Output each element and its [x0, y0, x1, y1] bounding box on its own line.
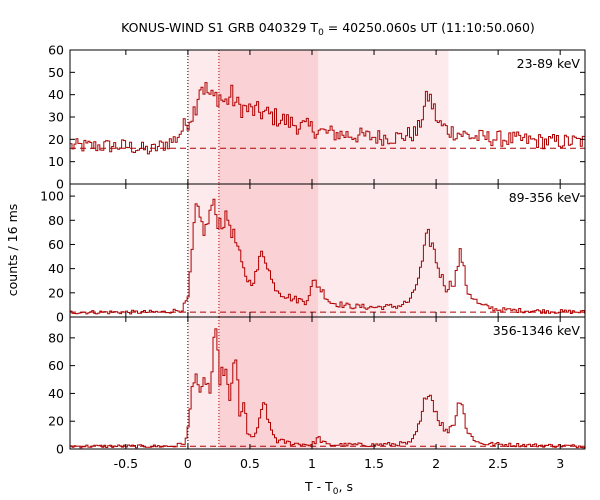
y-tick-label: 80	[48, 213, 64, 228]
title-prefix: KONUS-WIND S1 GRB 040329 T	[121, 20, 318, 35]
energy-band-label: 356-1346 keV	[493, 323, 581, 338]
panel-2: 0 20 40 60 80 100 89-356 keV	[40, 183, 586, 325]
x-axis-title-subscript: 0	[333, 487, 339, 497]
y-axis-title: counts / 16 ms	[5, 204, 20, 297]
chart-title: KONUS-WIND S1 GRB 040329 T0 = 40250.060s…	[121, 20, 535, 38]
y-tick-label: 20	[48, 285, 64, 300]
shaded-interval-dark	[218, 50, 319, 184]
y-tick-label: 60	[48, 237, 64, 252]
y-tick-label: 0	[56, 177, 64, 192]
x-tick-label: 3	[556, 456, 564, 471]
light-curve-series	[70, 198, 585, 315]
x-tick-label: 1.5	[364, 456, 384, 471]
panel-1: 0 10 20 30 40 50 60 23-89 keV	[48, 43, 586, 192]
x-tick-label: -0.5	[114, 456, 138, 471]
x-axis-title-suffix: , s	[339, 479, 353, 494]
y-tick-label: 40	[48, 261, 64, 276]
y-tick-label: 50	[48, 65, 64, 80]
x-tick-label: 1	[308, 456, 316, 471]
shaded-interval-dark	[218, 184, 319, 317]
shaded-interval-dark	[218, 317, 319, 449]
panel-frame	[69, 316, 586, 450]
x-tick-label: 0	[184, 456, 192, 471]
y-tick-label: 60	[48, 358, 64, 373]
y-tick-label: 20	[48, 414, 64, 429]
y-tick-label: 40	[48, 87, 64, 102]
x-tick-label: 2.5	[488, 456, 508, 471]
y-tick-label: 30	[48, 110, 64, 125]
light-curve-series	[70, 82, 585, 155]
y-tick-label: 10	[48, 154, 64, 169]
y-tick-label: 100	[40, 189, 64, 204]
title-subscript: 0	[318, 28, 324, 38]
title-suffix: = 40250.060s UT (11:10:50.060)	[324, 20, 535, 35]
x-axis-title-prefix: T - T	[304, 479, 333, 494]
x-axis-title: T - T0, s	[304, 479, 353, 497]
panel-3: 0 20 40 60 80 -0.5 0 0.5 1 1.5 2 2.5 3 356-1346 keV	[48, 316, 586, 471]
energy-band-label: 89-356 keV	[509, 190, 581, 205]
y-tick-label: 80	[48, 330, 64, 345]
energy-band-label: 23-89 keV	[517, 56, 581, 71]
y-tick-label: 60	[48, 43, 64, 58]
x-tick-label: 0.5	[240, 456, 260, 471]
y-tick-label: 0	[56, 310, 64, 325]
y-tick-label: 0	[56, 442, 64, 457]
x-tick-label: 2	[432, 456, 440, 471]
y-tick-label: 20	[48, 132, 64, 147]
y-tick-label: 40	[48, 386, 64, 401]
light-curve-series	[70, 328, 585, 449]
